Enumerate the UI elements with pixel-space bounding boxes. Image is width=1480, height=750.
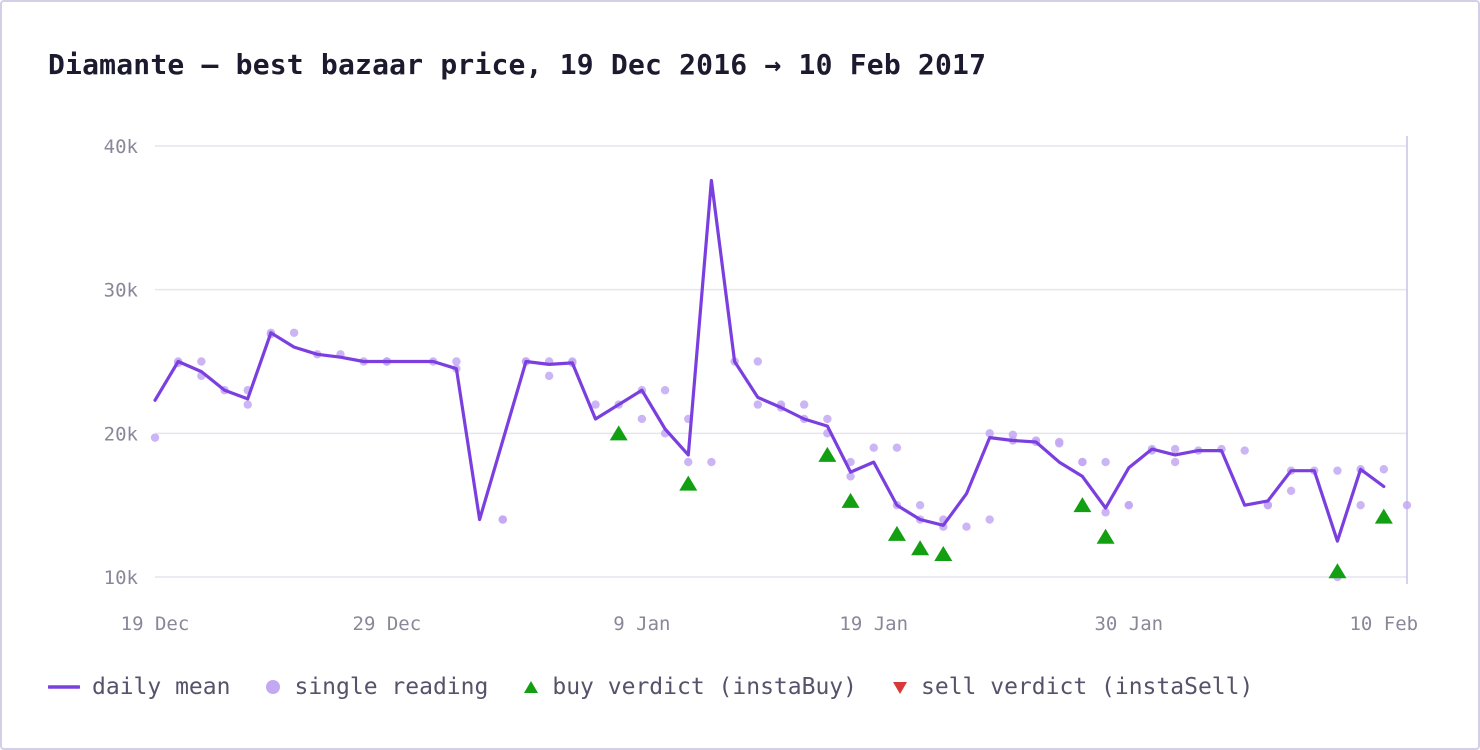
reading-dot bbox=[1356, 500, 1365, 510]
buy-marker bbox=[934, 546, 953, 562]
reading-dot bbox=[289, 328, 299, 337]
y-tick-label: 10k bbox=[104, 567, 139, 589]
buy-marker bbox=[1328, 563, 1347, 579]
reading-dot bbox=[1240, 446, 1249, 455]
legend-item-single-reading: single reading bbox=[264, 674, 488, 700]
dot-swatch-icon bbox=[266, 680, 281, 694]
reading-dot bbox=[1055, 439, 1064, 448]
buy-marker bbox=[609, 425, 628, 441]
x-tick-label: 10 Feb bbox=[1349, 613, 1418, 635]
legend-item-daily-mean: daily mean bbox=[48, 674, 230, 700]
reading-dot bbox=[1008, 430, 1018, 439]
reading-dot bbox=[799, 400, 809, 409]
y-tick-label: 20k bbox=[104, 423, 139, 445]
buy-marker bbox=[841, 492, 860, 508]
legend-item-sell-verdict: sell verdict (instaSell) bbox=[891, 674, 1253, 700]
reading-dot bbox=[1124, 500, 1133, 510]
triangle-up-icon bbox=[524, 681, 539, 693]
legend-label: single reading bbox=[294, 674, 489, 700]
reading-dot bbox=[1170, 457, 1180, 467]
reading-dot bbox=[1078, 457, 1087, 467]
legend-label: daily mean bbox=[92, 674, 231, 700]
reading-dot bbox=[684, 457, 693, 467]
chart-legend: daily mean single reading buy verdict (i… bbox=[48, 674, 1287, 700]
reading-dot bbox=[1101, 508, 1110, 517]
reading-dot bbox=[637, 414, 647, 424]
x-tick-label: 19 Jan bbox=[839, 613, 908, 635]
reading-dot bbox=[707, 457, 716, 467]
reading-dot bbox=[846, 472, 855, 481]
x-tick-label: 19 Dec bbox=[121, 613, 190, 635]
reading-dot bbox=[498, 515, 507, 524]
x-tick-label: 9 Jan bbox=[613, 613, 670, 635]
reading-dot bbox=[753, 400, 763, 409]
legend-label: sell verdict (instaSell) bbox=[921, 674, 1254, 700]
reading-dot bbox=[962, 522, 971, 531]
x-tick-label: 29 Dec bbox=[353, 613, 422, 635]
buy-marker bbox=[887, 525, 906, 541]
y-tick-label: 30k bbox=[104, 280, 139, 302]
reading-dot bbox=[243, 400, 252, 409]
chart-title: Diamante – best bazaar price, 19 Dec 201… bbox=[48, 48, 987, 81]
reading-dot bbox=[1379, 465, 1389, 474]
buy-marker bbox=[911, 540, 930, 556]
reading-dot bbox=[985, 515, 994, 524]
line-swatch-icon bbox=[48, 685, 80, 689]
reading-dot bbox=[1402, 500, 1412, 510]
reading-dot bbox=[869, 443, 878, 452]
buy-marker bbox=[1374, 508, 1393, 524]
reading-dot bbox=[1170, 444, 1180, 454]
reading-dot bbox=[892, 443, 902, 452]
reading-dot bbox=[1101, 457, 1110, 467]
buy-marker bbox=[1073, 497, 1092, 513]
reading-dot bbox=[823, 414, 832, 424]
reading-dot bbox=[1263, 500, 1273, 510]
reading-dot bbox=[150, 433, 160, 442]
reading-dot bbox=[1286, 486, 1296, 495]
y-tick-label: 40k bbox=[104, 136, 139, 158]
reading-dot bbox=[591, 400, 600, 409]
reading-dot bbox=[452, 357, 461, 366]
reading-dot bbox=[753, 357, 763, 366]
reading-dot bbox=[985, 429, 994, 438]
reading-dot bbox=[660, 386, 670, 395]
reading-dot bbox=[1333, 466, 1342, 475]
daily-mean-line bbox=[153, 178, 1386, 543]
reading-dot bbox=[197, 357, 206, 366]
reading-dot bbox=[544, 371, 554, 381]
triangle-down-icon bbox=[893, 682, 907, 694]
buy-marker bbox=[818, 446, 837, 462]
buy-marker bbox=[1096, 528, 1115, 544]
buy-marker bbox=[679, 475, 698, 491]
legend-label: buy verdict (instaBuy) bbox=[552, 674, 857, 700]
x-tick-label: 30 Jan bbox=[1094, 613, 1163, 635]
legend-item-buy-verdict: buy verdict (instaBuy) bbox=[522, 674, 857, 700]
reading-dot bbox=[915, 500, 925, 510]
reading-dot bbox=[846, 457, 855, 467]
